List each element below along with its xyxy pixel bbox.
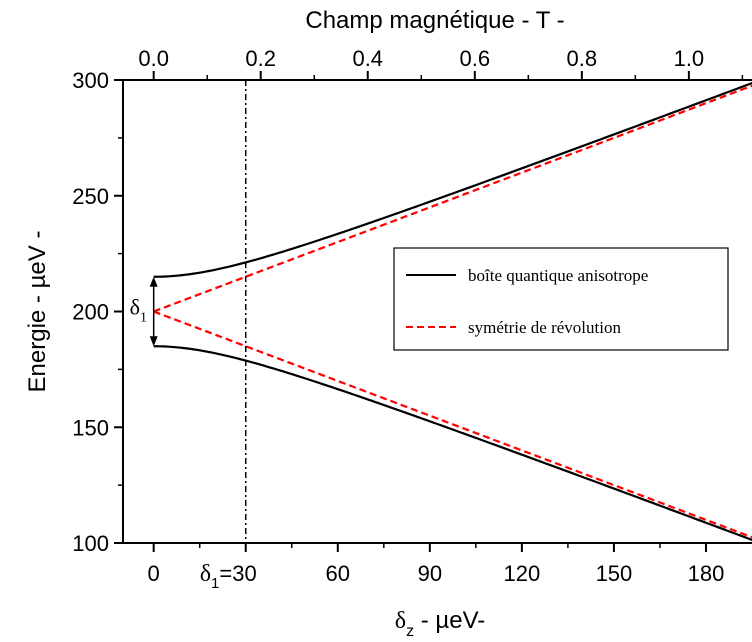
x2-tick-label: 1.0	[674, 46, 705, 71]
plot-area	[153, 81, 752, 542]
annotations: δ1	[130, 80, 247, 543]
x-tick-label: 120	[504, 561, 541, 586]
delta1-arrowhead-up	[149, 276, 158, 287]
x-tick-label: 60	[326, 561, 350, 586]
y-tick-label: 150	[72, 415, 109, 440]
x-tick-label: δ1=30	[200, 561, 257, 592]
y-tick-label: 100	[72, 531, 109, 556]
x2-axis-title: Champ magnétique - T -	[305, 7, 564, 34]
x-tick-label: 0	[148, 561, 160, 586]
legend-label-1: boîte quantique anisotrope	[468, 266, 648, 285]
x2-tick-label: 0.4	[352, 46, 383, 71]
x2-tick-label: 0.8	[567, 46, 598, 71]
x-tick-label: 180	[688, 561, 725, 586]
axes: 100 150 200 250 300 0 δ1=30 60 90 120 150 180 0.0 0.2…	[72, 46, 752, 592]
axis-labels: Champ magnétique - T - Energie - µeV - δz …	[24, 7, 565, 640]
legend-box	[393, 247, 729, 351]
delta1-arrowhead-down	[149, 336, 158, 347]
series-1-lower-line	[153, 345, 752, 542]
y-tick-label: 200	[72, 300, 109, 325]
x-axis-title: δz - µeV-	[395, 607, 486, 640]
y-tick-label: 300	[72, 68, 109, 93]
x2-tick-label: 0.6	[460, 46, 491, 71]
legend: boîte quantique anisotrope symétrie de ré…	[393, 247, 729, 351]
y-tick-label: 250	[72, 184, 109, 209]
series-1-upper-line	[153, 81, 752, 278]
x-tick-label: 150	[596, 561, 633, 586]
x2-tick-label: 0.0	[138, 46, 169, 71]
delta1-annotation: δ1	[130, 295, 147, 326]
x2-tick-label: 0.2	[245, 46, 276, 71]
legend-label-2: symétrie de révolution	[468, 318, 621, 337]
x-tick-label: 90	[418, 561, 442, 586]
y-axis-title: Energie - µeV -	[24, 231, 51, 393]
